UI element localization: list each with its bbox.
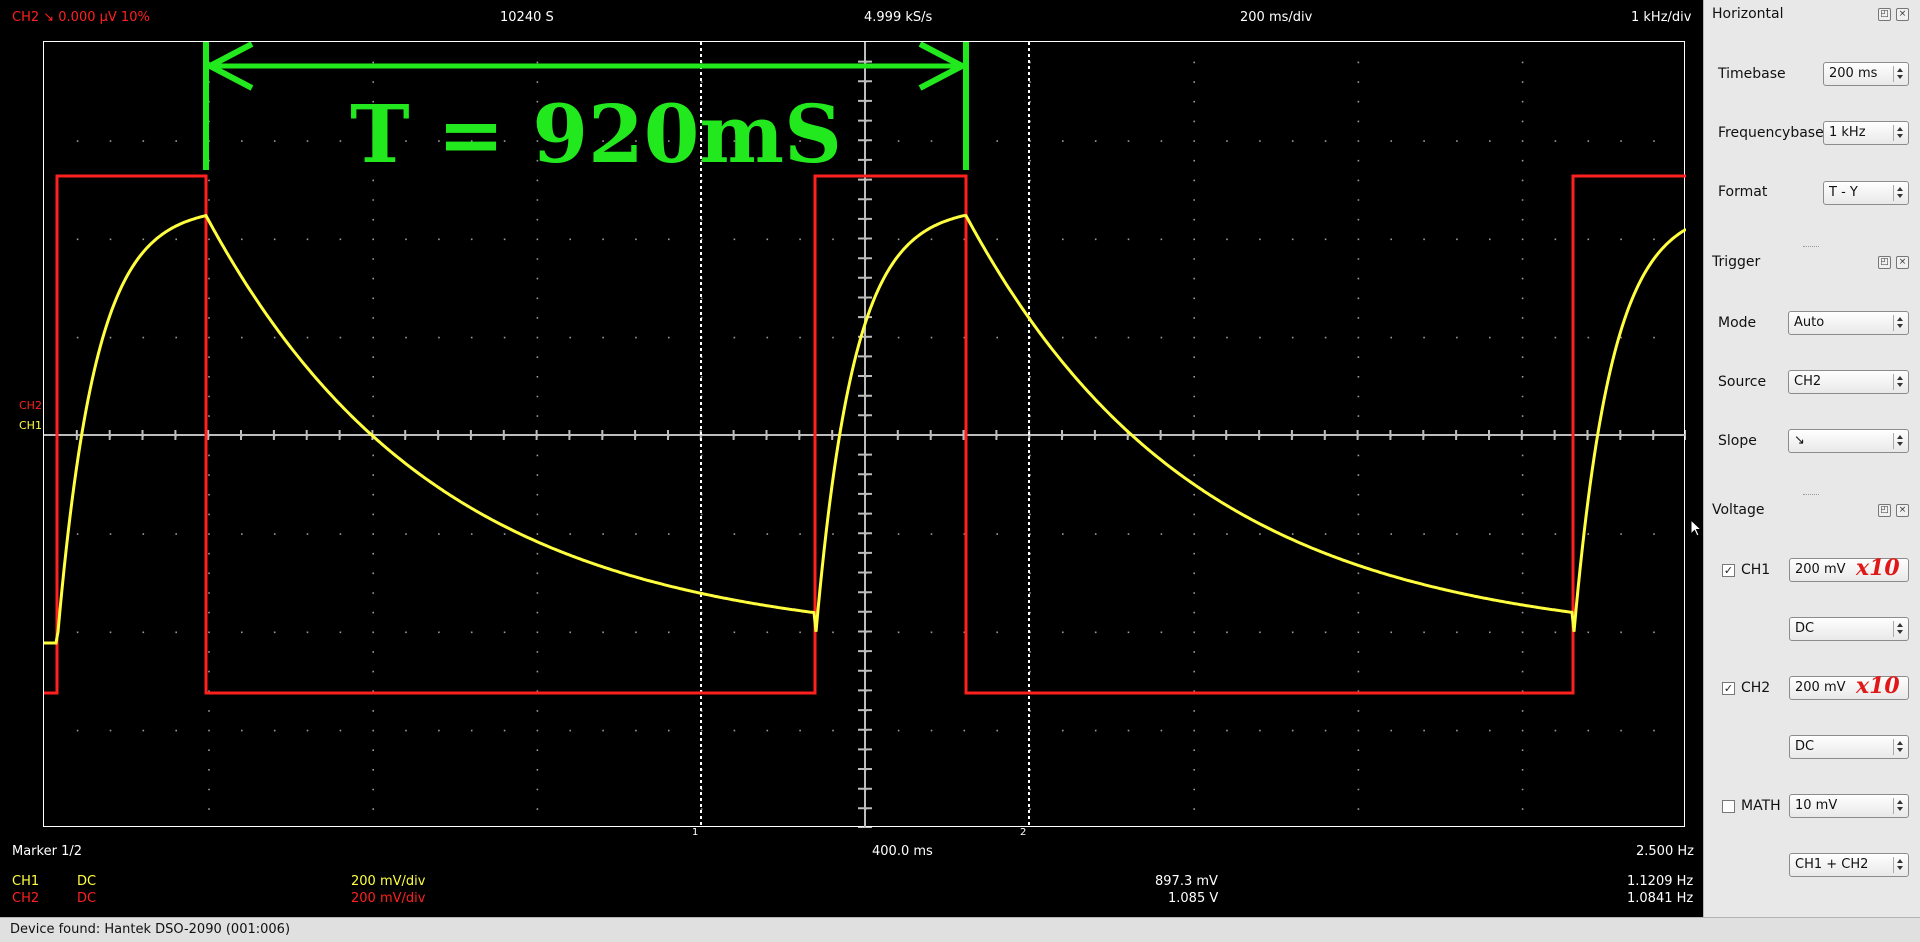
frequencybase-select[interactable]: 1 kHz <box>1823 121 1909 145</box>
sample-rate: 4.999 kS/s <box>864 10 933 25</box>
waveform-display: T = 920mS <box>44 42 1686 828</box>
ch2-probe-note: x10 <box>1856 673 1900 699</box>
trigger-source-value: CH2 <box>1794 374 1822 389</box>
float-icon[interactable]: ◰ <box>1878 256 1891 269</box>
marker-freq: 2.500 Hz <box>1636 844 1694 859</box>
ch2-label: CH2 <box>1741 680 1771 696</box>
ch1-info-amplitude: 897.3 mV <box>1155 874 1218 889</box>
trigger-slope-select[interactable]: ↘ <box>1788 429 1909 453</box>
updown-arrows-icon <box>1893 374 1905 390</box>
freqbase-info: 1 kHz/div <box>1631 10 1692 25</box>
ch1-info-volts: 200 mV/div <box>351 874 426 889</box>
sample-count: 10240 S <box>500 10 554 25</box>
trigger-dock-title: Trigger <box>1712 254 1761 270</box>
updown-arrows-icon <box>1893 433 1905 449</box>
status-text: Device found: Hantek DSO-2090 (001:006) <box>10 922 291 937</box>
horizontal-dock-buttons: ◰ × <box>1878 8 1912 22</box>
math-mode-select[interactable]: CH1 + CH2 <box>1789 853 1909 877</box>
ch1-gain-value: 200 mV <box>1795 562 1846 577</box>
period-label: T = 920mS <box>350 87 842 181</box>
updown-arrows-icon <box>1893 621 1905 637</box>
trigger-source-select[interactable]: CH2 <box>1788 370 1909 394</box>
updown-arrows-icon <box>1893 185 1905 201</box>
ch2-coupling-select[interactable]: DC <box>1789 735 1909 759</box>
ch2-info-coupling: DC <box>77 891 97 906</box>
ch2-info-name: CH2 <box>12 891 40 906</box>
voltage-dock-title: Voltage <box>1712 502 1765 518</box>
period-annotation: T = 920mS <box>203 42 969 181</box>
marker-2-handle[interactable]: 2 <box>1020 827 1027 838</box>
dock-resize-grip[interactable] <box>1803 246 1819 248</box>
updown-arrows-icon <box>1893 125 1905 141</box>
close-icon[interactable]: × <box>1896 256 1909 269</box>
timebase-select[interactable]: 200 ms <box>1823 62 1909 86</box>
slope-label: Slope <box>1718 433 1757 449</box>
ch1-info-name: CH1 <box>12 874 40 889</box>
status-bar: Device found: Hantek DSO-2090 (001:006) <box>0 917 1920 942</box>
updown-arrows-icon <box>1893 798 1905 814</box>
trigger-info: CH2 ↘ 0.000 µV 10% <box>12 10 150 25</box>
updown-arrows-icon <box>1893 739 1905 755</box>
ch1-waveform <box>44 213 1686 645</box>
trigger-dock-buttons: ◰ × <box>1878 256 1912 270</box>
scope-view[interactable]: CH2 ↘ 0.000 µV 10% 10240 S 4.999 kS/s 20… <box>0 0 1703 917</box>
frequencybase-value: 1 kHz <box>1829 125 1866 140</box>
horizontal-dock-title: Horizontal <box>1712 6 1784 22</box>
ch2-offset-marker[interactable]: CH2 <box>19 399 42 412</box>
falling-slope-icon: ↘ <box>1794 433 1805 448</box>
ch2-info-amplitude: 1.085 V <box>1168 891 1219 906</box>
frequencybase-label: Frequencybase <box>1718 125 1824 141</box>
scope-screen[interactable]: T = 920mS <box>43 41 1686 828</box>
math-label: MATH <box>1741 798 1781 814</box>
math-gain-select[interactable]: 10 mV <box>1789 794 1909 818</box>
ch2-info-volts: 200 mV/div <box>351 891 426 906</box>
ch1-info-frequency: 1.1209 Hz <box>1627 874 1694 889</box>
center-axes <box>44 42 1686 828</box>
ch1-gain-select[interactable]: 200 mV <box>1789 558 1909 582</box>
ch1-offset-marker[interactable]: CH1 <box>19 419 42 432</box>
timebase-info: 200 ms/div <box>1240 10 1313 25</box>
trigger-mode-select[interactable]: Auto <box>1788 311 1909 335</box>
ch2-gain-select[interactable]: 200 mV <box>1789 676 1909 700</box>
math-mode-value: CH1 + CH2 <box>1795 857 1869 872</box>
close-icon[interactable]: × <box>1896 504 1909 517</box>
ch1-coupling-select[interactable]: DC <box>1789 617 1909 641</box>
timebase-label: Timebase <box>1718 66 1786 82</box>
settings-panel: Horizontal ◰ × Timebase 200 ms Frequency… <box>1703 0 1920 917</box>
updown-arrows-icon <box>1893 857 1905 873</box>
ch2-waveform <box>44 174 1686 695</box>
marker-label: Marker 1/2 <box>12 844 82 859</box>
ch1-probe-note: x10 <box>1856 555 1900 581</box>
float-icon[interactable]: ◰ <box>1878 504 1891 517</box>
close-icon[interactable]: × <box>1896 8 1909 21</box>
marker-lines[interactable] <box>700 42 1030 828</box>
format-label: Format <box>1718 184 1768 200</box>
voltage-dock-buttons: ◰ × <box>1878 504 1912 518</box>
updown-arrows-icon <box>1893 66 1905 82</box>
float-icon[interactable]: ◰ <box>1878 8 1891 21</box>
marker-time-delta: 400.0 ms <box>872 844 933 859</box>
mouse-pointer-icon <box>1690 519 1703 537</box>
ch2-checkbox[interactable]: ✓ <box>1722 682 1735 695</box>
ch1-info-coupling: DC <box>77 874 97 889</box>
mode-label: Mode <box>1718 315 1757 331</box>
marker-1-handle[interactable]: 1 <box>692 827 699 838</box>
format-select[interactable]: T - Y <box>1823 181 1909 205</box>
updown-arrows-icon <box>1893 315 1905 331</box>
ch2-gain-value: 200 mV <box>1795 680 1846 695</box>
ch1-coupling-value: DC <box>1795 621 1815 636</box>
trigger-mode-value: Auto <box>1794 315 1825 330</box>
ch1-label: CH1 <box>1741 562 1771 578</box>
math-gain-value: 10 mV <box>1795 798 1838 813</box>
math-checkbox[interactable] <box>1722 800 1735 813</box>
ch1-checkbox[interactable]: ✓ <box>1722 564 1735 577</box>
format-value: T - Y <box>1829 185 1858 200</box>
axis-ticks <box>75 60 1686 828</box>
timebase-value: 200 ms <box>1829 66 1878 81</box>
source-label: Source <box>1718 374 1767 390</box>
ch2-coupling-value: DC <box>1795 739 1815 754</box>
dock-resize-grip[interactable] <box>1803 494 1819 496</box>
ch2-info-frequency: 1.0841 Hz <box>1627 891 1694 906</box>
